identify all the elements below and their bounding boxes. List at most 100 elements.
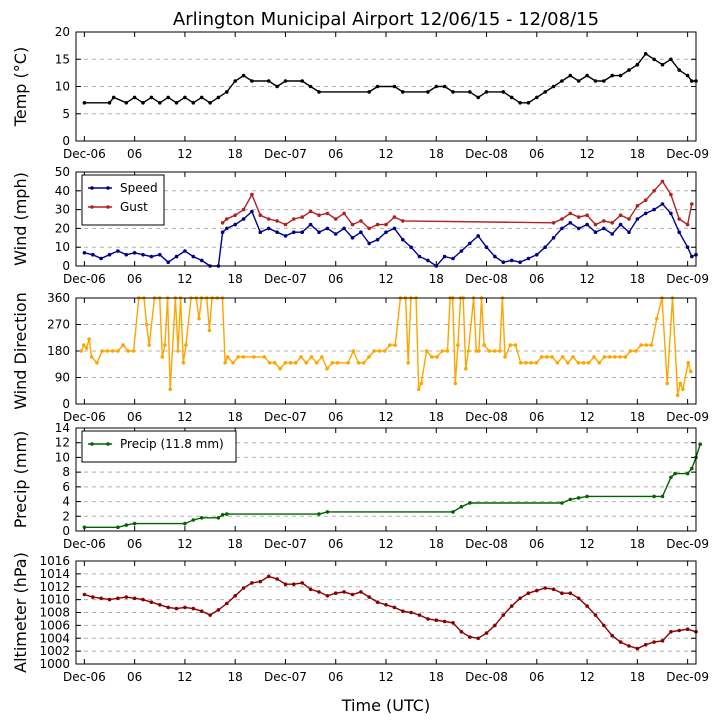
data-point [401,237,405,242]
data-point [283,361,288,365]
data-point [660,494,665,499]
data-point [181,361,186,365]
data-point [401,219,405,223]
y-tick-label: 0 [62,397,70,411]
x-tick-label: 12 [579,670,594,684]
data-point [309,355,314,359]
data-point [453,381,458,386]
data-point [492,349,497,353]
y-tick-label: 90 [55,371,70,385]
data-point [597,361,601,365]
data-point [686,361,690,365]
data-point [292,582,296,586]
data-point [393,343,398,347]
x-tick-label: 18 [630,670,645,684]
x-tick-label: 12 [378,147,393,161]
data-point [535,95,539,100]
data-point [392,84,397,89]
legend-marker [90,186,94,190]
series-line [84,52,696,104]
data-point [124,101,129,105]
data-point [610,221,614,225]
data-point [660,202,665,206]
data-point [382,349,387,353]
legend-label: Precip (11.8 mm) [120,437,224,451]
data-point [550,355,554,359]
data-point [126,349,131,353]
data-point [375,237,380,242]
x-tick-label: 18 [228,410,243,424]
x-tick-label: Dec-06 [63,537,106,551]
x-tick-label: 12 [579,147,594,161]
data-point [231,361,235,365]
x-tick-label: Dec-09 [666,147,709,161]
data-point [484,631,489,635]
data-point [690,466,694,471]
x-tick-label: 06 [529,147,544,161]
x-tick-label: Dec-06 [63,272,106,286]
y-tick-label: 10 [55,450,70,464]
data-point [652,57,656,62]
panel-frame [75,427,697,532]
data-point [84,346,89,350]
data-point [576,215,581,219]
data-point [551,587,556,592]
data-point [220,513,225,517]
data-point [509,258,514,263]
x-tick-label: 06 [529,670,544,684]
x-tick-label: 12 [378,410,393,424]
data-point [325,594,330,598]
data-point [509,604,514,608]
data-point [292,217,296,221]
data-point [627,68,631,72]
data-point [685,222,690,227]
data-point [508,343,513,347]
series-wind-gust [220,179,694,231]
data-point [299,355,303,359]
data-point [350,222,355,227]
data-point [593,230,598,234]
data-point [342,211,346,216]
data-point [288,361,293,365]
data-point [225,90,229,94]
y-tick-label: 0 [62,524,70,538]
y-tick-label: 2 [62,509,70,523]
data-point [197,316,201,321]
data-point [639,343,643,347]
legend-box [81,430,237,463]
data-point [116,249,120,253]
y-tick-label: 5 [62,107,70,121]
data-point [426,258,430,263]
data-point [107,597,112,602]
y-tick-label: 1012 [39,580,70,594]
data-point [503,355,507,359]
data-point [476,95,481,100]
x-tick-label: 06 [127,272,142,286]
data-point [300,79,305,83]
data-point [618,213,623,217]
data-point [493,623,497,628]
data-point [652,207,656,212]
data-point [576,496,581,500]
x-tick-label: 06 [127,670,142,684]
y-tick-label: 30 [55,203,70,217]
data-point [560,355,565,359]
data-point [627,644,631,648]
y-tick-label: 360 [47,291,70,305]
data-point [643,198,648,202]
data-point [424,349,429,353]
x-tick-label: 12 [579,537,594,551]
y-axis-label: Altimeter (hPa) [11,552,30,673]
data-point [459,630,464,634]
data-point [476,636,481,641]
data-point [275,219,279,223]
data-point [581,361,586,365]
data-point [673,471,677,476]
data-point [199,95,204,100]
data-point [262,355,267,359]
data-point [91,595,95,599]
data-point [685,627,690,631]
data-point [669,57,673,62]
data-point [534,361,539,365]
